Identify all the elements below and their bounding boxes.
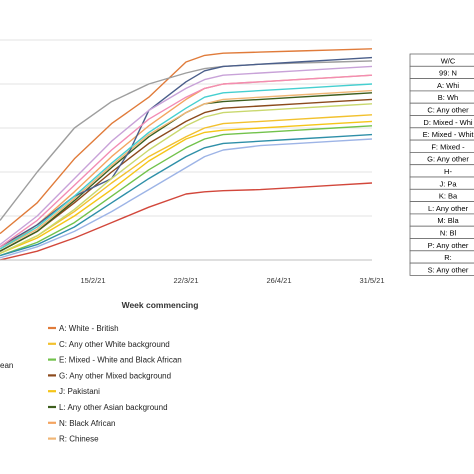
x-tick-label: 26/4/21 [266, 276, 291, 285]
series-line [0, 120, 373, 255]
table-cell-label: C: Any other [427, 106, 469, 115]
legend-entry: R: Chinese [59, 435, 99, 444]
x-axis-title: Week commencing [122, 300, 199, 310]
table-cell-label: J: Pa [439, 179, 457, 188]
series-line [0, 74, 373, 248]
table-cell-label: E: Mixed - Whit [423, 130, 474, 139]
series-line [0, 125, 373, 257]
series-line [0, 138, 373, 259]
series-line [0, 182, 373, 261]
side-table: W/C 99: N A: Whi B: Wh C: Any other D: Mixed … [409, 53, 474, 276]
series-line [0, 89, 373, 250]
table-cell-label: P: Any other [428, 241, 469, 250]
series-line [0, 56, 373, 248]
table-cell-label: B: Wh [438, 93, 458, 102]
legend-entry: N: Black African [59, 419, 115, 428]
table-cell-label: F: Mixed - [431, 142, 465, 151]
table-cell-label: G: Any other [427, 155, 469, 164]
x-tick-label: 15/2/21 [80, 276, 105, 285]
table-cell-label: N: Bl [440, 229, 457, 238]
table-cell [409, 262, 474, 276]
table-cell-label: R: [444, 253, 452, 262]
series-line [0, 60, 373, 221]
table-cell-label: H- [444, 167, 452, 176]
series-line [0, 65, 373, 246]
series-line [0, 133, 373, 257]
series-lines [0, 48, 373, 261]
table-cell-label: A: Whi [437, 81, 459, 90]
legend-entry: E: Mixed - White and Black African [59, 356, 182, 365]
series-line [0, 48, 373, 235]
legend-entry: A: White - British [59, 324, 119, 333]
legend-entry: L: Any other Asian background [59, 403, 168, 412]
legend-entry: J: Pakistani [59, 387, 100, 396]
table-cell-label: D: Mixed - Whi [423, 118, 473, 127]
x-tick-label: 31/5/21 [359, 276, 384, 285]
table-cell-label: K: Ba [439, 192, 458, 201]
series-line [0, 103, 373, 255]
table-cell-label: S: Any other [428, 265, 469, 274]
series-line [0, 114, 373, 255]
table-cell-label: 99: N [439, 69, 457, 78]
table-cell-label: M: Bla [437, 216, 459, 225]
legend-entry: C: Any other White background [59, 340, 170, 349]
x-tick-label: 22/3/21 [173, 276, 198, 285]
left-legend-fragment: ean [0, 361, 13, 370]
table-cell-label: L: Any other [428, 204, 469, 213]
table-cell-label: W/C [441, 56, 456, 65]
series-line [0, 83, 373, 250]
table-cell [409, 250, 474, 264]
x-tick-labels: 15/2/21 22/3/21 26/4/21 31/5/21 [80, 276, 384, 285]
series-line [0, 98, 373, 252]
legend: A: White - British C: Any other White bac… [48, 324, 182, 444]
legend-entry: G: Any other Mixed background [59, 371, 171, 380]
table-cell [409, 164, 474, 178]
